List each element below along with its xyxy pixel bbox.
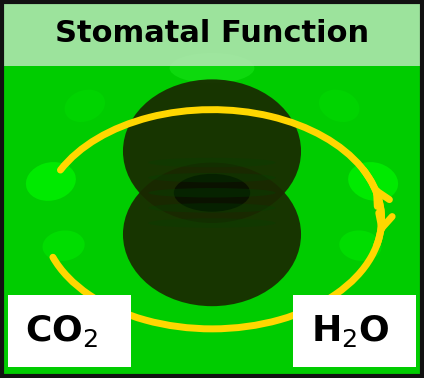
Ellipse shape (148, 173, 276, 183)
Ellipse shape (339, 231, 382, 261)
Ellipse shape (148, 203, 276, 212)
Ellipse shape (26, 162, 76, 201)
Ellipse shape (148, 158, 276, 167)
FancyBboxPatch shape (0, 0, 424, 66)
Text: CO$_2$: CO$_2$ (25, 313, 98, 349)
Ellipse shape (148, 188, 276, 197)
Ellipse shape (64, 90, 105, 122)
Ellipse shape (174, 174, 250, 212)
Text: Stomatal Function: Stomatal Function (55, 19, 369, 48)
Ellipse shape (319, 90, 360, 122)
Ellipse shape (123, 79, 301, 223)
FancyBboxPatch shape (293, 295, 416, 367)
Ellipse shape (123, 163, 301, 306)
Ellipse shape (170, 53, 254, 83)
Ellipse shape (148, 218, 276, 228)
Ellipse shape (348, 162, 398, 201)
Text: H$_2$O: H$_2$O (310, 313, 389, 349)
Ellipse shape (42, 231, 85, 261)
FancyBboxPatch shape (8, 295, 131, 367)
